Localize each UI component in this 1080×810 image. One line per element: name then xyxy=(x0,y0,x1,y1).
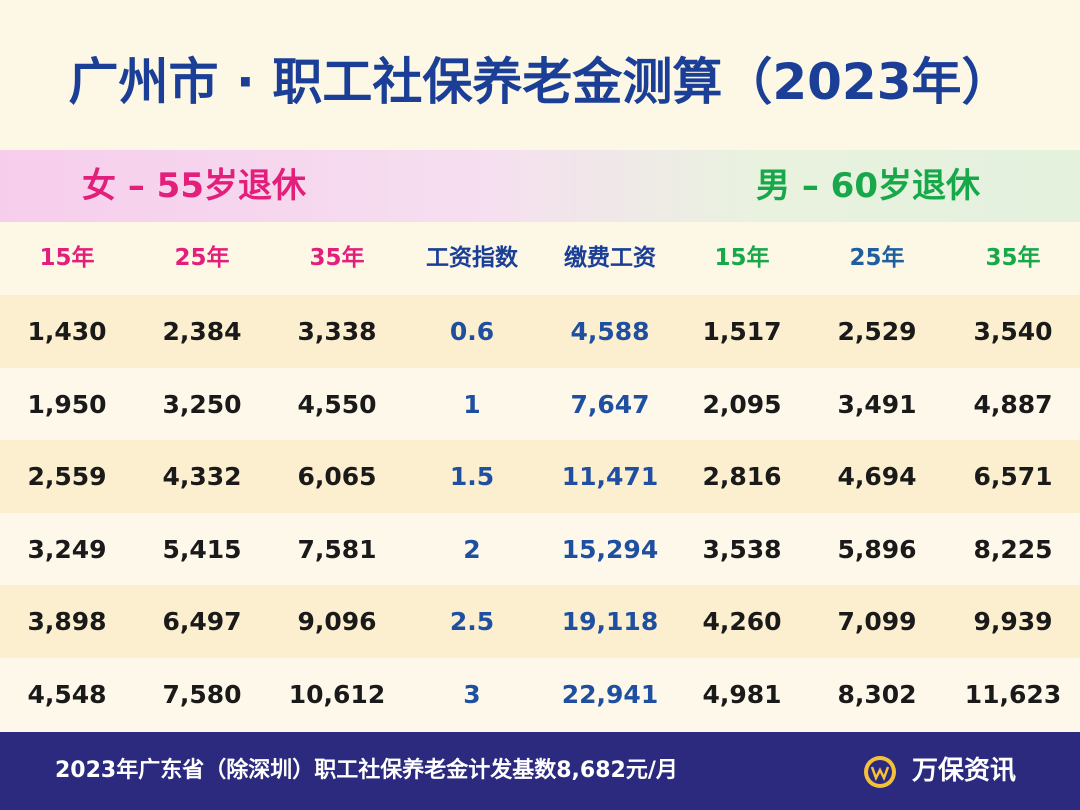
table-cell: 2.5 xyxy=(449,607,495,637)
table-cell: 2,529 xyxy=(837,317,917,346)
column-header: 25年 xyxy=(849,245,905,271)
table-cell: 4,260 xyxy=(702,607,782,637)
table-row xyxy=(0,367,1080,441)
table-row xyxy=(0,295,1080,368)
column-header: 15年 xyxy=(714,245,770,271)
table-cell: 9,939 xyxy=(973,607,1053,637)
table-cell: 3,250 xyxy=(162,389,242,419)
table-cell: 4,887 xyxy=(973,389,1053,419)
table-cell: 3,538 xyxy=(702,534,782,564)
table-cell: 7,580 xyxy=(162,680,242,709)
table-cell: 4,981 xyxy=(702,680,782,709)
table-cell: 10,612 xyxy=(288,680,386,709)
table-cell: 3,338 xyxy=(297,317,377,346)
table-row xyxy=(0,658,1080,731)
table-cell: 2,559 xyxy=(27,462,107,492)
brand-logo xyxy=(864,756,896,788)
table-cell: 1,517 xyxy=(702,317,782,346)
table-row xyxy=(0,585,1080,659)
table-cell: 15,294 xyxy=(561,534,659,564)
title: 广州市 · 职工社保养老金测算（2023年） xyxy=(68,53,1012,111)
table-cell: 4,332 xyxy=(162,462,242,492)
table-cell: 2,816 xyxy=(702,462,782,492)
table-row xyxy=(0,440,1080,514)
table-cell: 4,550 xyxy=(297,389,377,419)
table-cell: 7,099 xyxy=(837,607,917,637)
table-cell: 22,941 xyxy=(561,680,659,709)
table-cell: 6,497 xyxy=(162,607,242,637)
female-label: 女 – 55岁退休 xyxy=(82,166,306,206)
table-cell: 3,491 xyxy=(837,389,917,419)
table-cell: 3,249 xyxy=(27,534,107,564)
table-cell: 9,096 xyxy=(297,607,377,637)
table-cell: 4,588 xyxy=(570,317,650,346)
column-header: 15年 xyxy=(39,245,95,271)
male-label: 男 – 60岁退休 xyxy=(756,166,980,206)
table-cell: 6,571 xyxy=(973,462,1053,492)
table-cell: 3 xyxy=(463,680,481,709)
brand: 万保资讯 xyxy=(912,756,1017,786)
table-cell: 2,384 xyxy=(162,317,242,346)
table-cell: 11,623 xyxy=(964,680,1062,709)
table-cell: 3,898 xyxy=(27,607,107,637)
table-cell: 19,118 xyxy=(561,607,659,637)
table-cell: 11,471 xyxy=(561,462,659,492)
table-cell: 8,225 xyxy=(973,534,1053,564)
footer xyxy=(0,732,1080,810)
table-cell: 4,548 xyxy=(27,680,107,709)
footnote: 2023年广东省（除深圳）职工社保养老金计发基数8,682元/月 xyxy=(55,758,678,783)
table-cell: 7,581 xyxy=(297,534,377,564)
table-cell: 1 xyxy=(463,389,481,419)
table-cell: 5,896 xyxy=(837,534,917,564)
table-cell: 2 xyxy=(463,534,481,564)
table-cell: 2,095 xyxy=(702,389,782,419)
table-cell: 4,694 xyxy=(837,462,917,492)
table-cell: 7,647 xyxy=(570,389,650,419)
table-cell: 1,430 xyxy=(27,317,107,346)
column-header: 25年 xyxy=(174,245,230,271)
column-header: 缴费工资 xyxy=(564,245,656,271)
table-row xyxy=(0,512,1080,586)
table-cell: 8,302 xyxy=(837,680,917,709)
column-header: 35年 xyxy=(309,245,365,271)
table-cell: 5,415 xyxy=(162,534,242,564)
column-header: 35年 xyxy=(985,245,1041,271)
table-cell: 0.6 xyxy=(449,317,495,346)
table-cell: 6,065 xyxy=(297,462,377,492)
table-cell: 3,540 xyxy=(973,317,1053,346)
column-header: 工资指数 xyxy=(426,245,518,271)
section-band xyxy=(0,150,1080,222)
table-cell: 1,950 xyxy=(27,389,107,419)
table-cell: 1.5 xyxy=(449,462,495,492)
